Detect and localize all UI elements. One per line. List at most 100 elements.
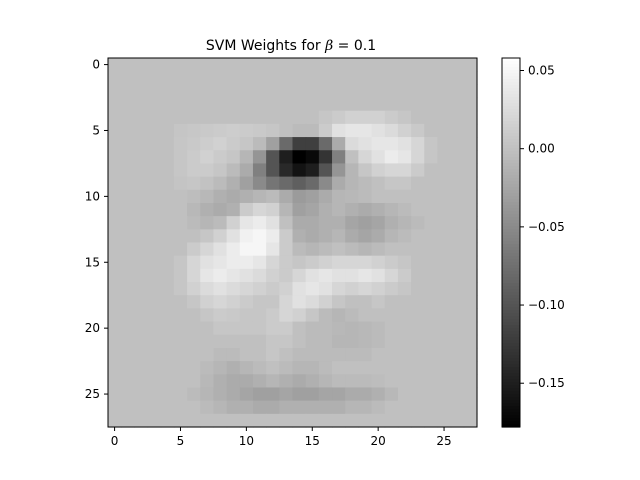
heatmap-cell: [371, 229, 386, 244]
heatmap-cell: [252, 110, 267, 125]
heatmap-cell: [147, 255, 162, 270]
heatmap-cell: [173, 229, 188, 244]
heatmap-cell: [450, 387, 465, 402]
heatmap-cell: [424, 321, 439, 336]
heatmap-cell: [424, 216, 439, 230]
heatmap-cell: [239, 255, 254, 270]
heatmap-cell: [279, 321, 294, 336]
heatmap-cell: [226, 137, 241, 151]
heatmap-cell: [266, 97, 280, 112]
heatmap-cell: [305, 334, 320, 349]
heatmap-cell: [437, 84, 452, 99]
heatmap-cell: [134, 413, 149, 428]
heatmap-cell: [358, 216, 373, 230]
heatmap-cell: [173, 97, 188, 112]
heatmap-cell: [437, 387, 452, 402]
heatmap-cell: [108, 308, 122, 323]
heatmap-cell: [187, 374, 201, 389]
heatmap-cell: [213, 387, 228, 402]
heatmap-cell: [358, 295, 373, 309]
heatmap-cell: [266, 413, 280, 428]
heatmap-cell: [397, 413, 412, 428]
heatmap-cell: [266, 71, 280, 85]
heatmap-cell: [305, 176, 320, 191]
heatmap-cell: [318, 282, 333, 296]
colorbar-segment: [502, 286, 520, 290]
heatmap-cell: [318, 163, 333, 178]
heatmap-cell: [384, 413, 399, 428]
heatmap-cell: [463, 374, 478, 389]
colorbar-segment: [502, 100, 520, 104]
heatmap-cell: [332, 334, 346, 349]
heatmap-cell: [173, 137, 188, 151]
heatmap-cell: [200, 110, 215, 125]
heatmap-cell: [411, 347, 425, 362]
heatmap-cell: [463, 334, 478, 349]
heatmap-cell: [292, 347, 307, 362]
heatmap-cell: [424, 150, 439, 165]
colorbar-segment: [502, 187, 520, 191]
heatmap-cell: [239, 400, 254, 415]
heatmap-cell: [187, 189, 201, 204]
heatmap-cell: [147, 216, 162, 230]
heatmap-cell: [266, 216, 280, 230]
plot-frame: [107, 57, 478, 428]
heatmap-cell: [318, 58, 333, 72]
heatmap-cell: [292, 110, 307, 125]
heatmap-cell: [173, 242, 188, 257]
heatmap-cell: [411, 400, 425, 415]
colorbar-segment: [502, 403, 520, 407]
colorbar-segment: [502, 184, 520, 188]
colorbar-segment: [502, 415, 520, 419]
heatmap-cell: [358, 84, 373, 99]
heatmap-cell: [108, 202, 122, 217]
heatmap-cell: [397, 347, 412, 362]
heatmap-cell: [424, 176, 439, 191]
heatmap-cell: [397, 97, 412, 112]
colorbar-segment: [502, 121, 520, 125]
heatmap-cell: [266, 58, 280, 72]
colorbar-segment: [502, 70, 520, 74]
heatmap-cell: [345, 282, 359, 296]
heatmap-cell: [160, 374, 175, 389]
heatmap-cell: [147, 413, 162, 428]
heatmap-cell: [450, 123, 465, 138]
heatmap-cell: [121, 334, 135, 349]
heatmap-cell: [173, 334, 188, 349]
heatmap-cell: [187, 295, 201, 309]
heatmap-cell: [173, 361, 188, 375]
heatmap-cell: [424, 361, 439, 375]
heatmap-cell: [358, 387, 373, 402]
heatmap-cell: [305, 282, 320, 296]
heatmap-cell: [239, 58, 254, 72]
heatmap-cell: [332, 123, 346, 138]
heatmap-cell: [305, 295, 320, 309]
heatmap-cell: [239, 123, 254, 138]
heatmap-cell: [424, 268, 439, 283]
heatmap-cell: [305, 242, 320, 257]
heatmap-cell: [252, 84, 267, 99]
heatmap-cell: [371, 413, 386, 428]
heatmap-cell: [147, 71, 162, 85]
heatmap-cell: [226, 202, 241, 217]
heatmap-cell: [384, 255, 399, 270]
heatmap-cell: [266, 334, 280, 349]
colorbar-segment: [502, 397, 520, 401]
heatmap-cell: [424, 255, 439, 270]
heatmap-cell: [239, 176, 254, 191]
heatmap-cell: [226, 400, 241, 415]
heatmap-cell: [108, 282, 122, 296]
heatmap-cell: [463, 110, 478, 125]
colorbar-segment: [502, 394, 520, 398]
colorbar-segment: [502, 82, 520, 86]
heatmap-cell: [463, 413, 478, 428]
heatmap-cell: [200, 163, 215, 178]
heatmap-cell: [200, 347, 215, 362]
heatmap-cell: [463, 189, 478, 204]
heatmap-cell: [437, 189, 452, 204]
colorbar-segment: [502, 352, 520, 356]
heatmap-cell: [187, 282, 201, 296]
heatmap-cell: [345, 84, 359, 99]
heatmap-cell: [358, 308, 373, 323]
heatmap-cell: [226, 242, 241, 257]
